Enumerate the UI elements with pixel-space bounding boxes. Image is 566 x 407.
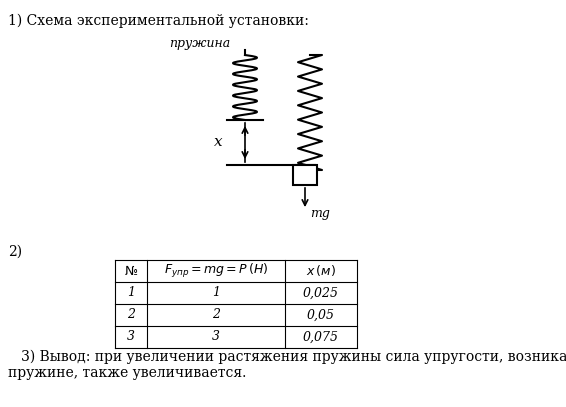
Text: пружина: пружина [169, 37, 230, 50]
Text: 3: 3 [212, 330, 220, 344]
Text: 3: 3 [127, 330, 135, 344]
Text: mg: mg [310, 207, 330, 220]
Text: 1) Схема экспериментальной установки:: 1) Схема экспериментальной установки: [8, 14, 309, 28]
Text: $\mathit{F_{упр} = mg = P\,(H)}$: $\mathit{F_{упр} = mg = P\,(H)}$ [164, 262, 268, 280]
Text: 0,025: 0,025 [303, 287, 339, 300]
Text: 3) Вывод: при увеличении растяжения пружины сила упругости, возникающая в: 3) Вывод: при увеличении растяжения пруж… [8, 350, 566, 364]
Text: $\mathit{№}$: $\mathit{№}$ [124, 264, 138, 278]
Text: $\mathit{x\,(м)}$: $\mathit{x\,(м)}$ [306, 263, 336, 278]
Text: 1: 1 [127, 287, 135, 300]
Text: 2: 2 [127, 309, 135, 322]
Text: 1: 1 [212, 287, 220, 300]
Text: 2): 2) [8, 245, 22, 259]
Text: 2: 2 [212, 309, 220, 322]
Text: пружине, также увеличивается.: пружине, также увеличивается. [8, 366, 246, 380]
Text: 0,075: 0,075 [303, 330, 339, 344]
Text: x: x [215, 136, 223, 149]
Text: 0,05: 0,05 [307, 309, 335, 322]
Bar [293, 165, 317, 185]
